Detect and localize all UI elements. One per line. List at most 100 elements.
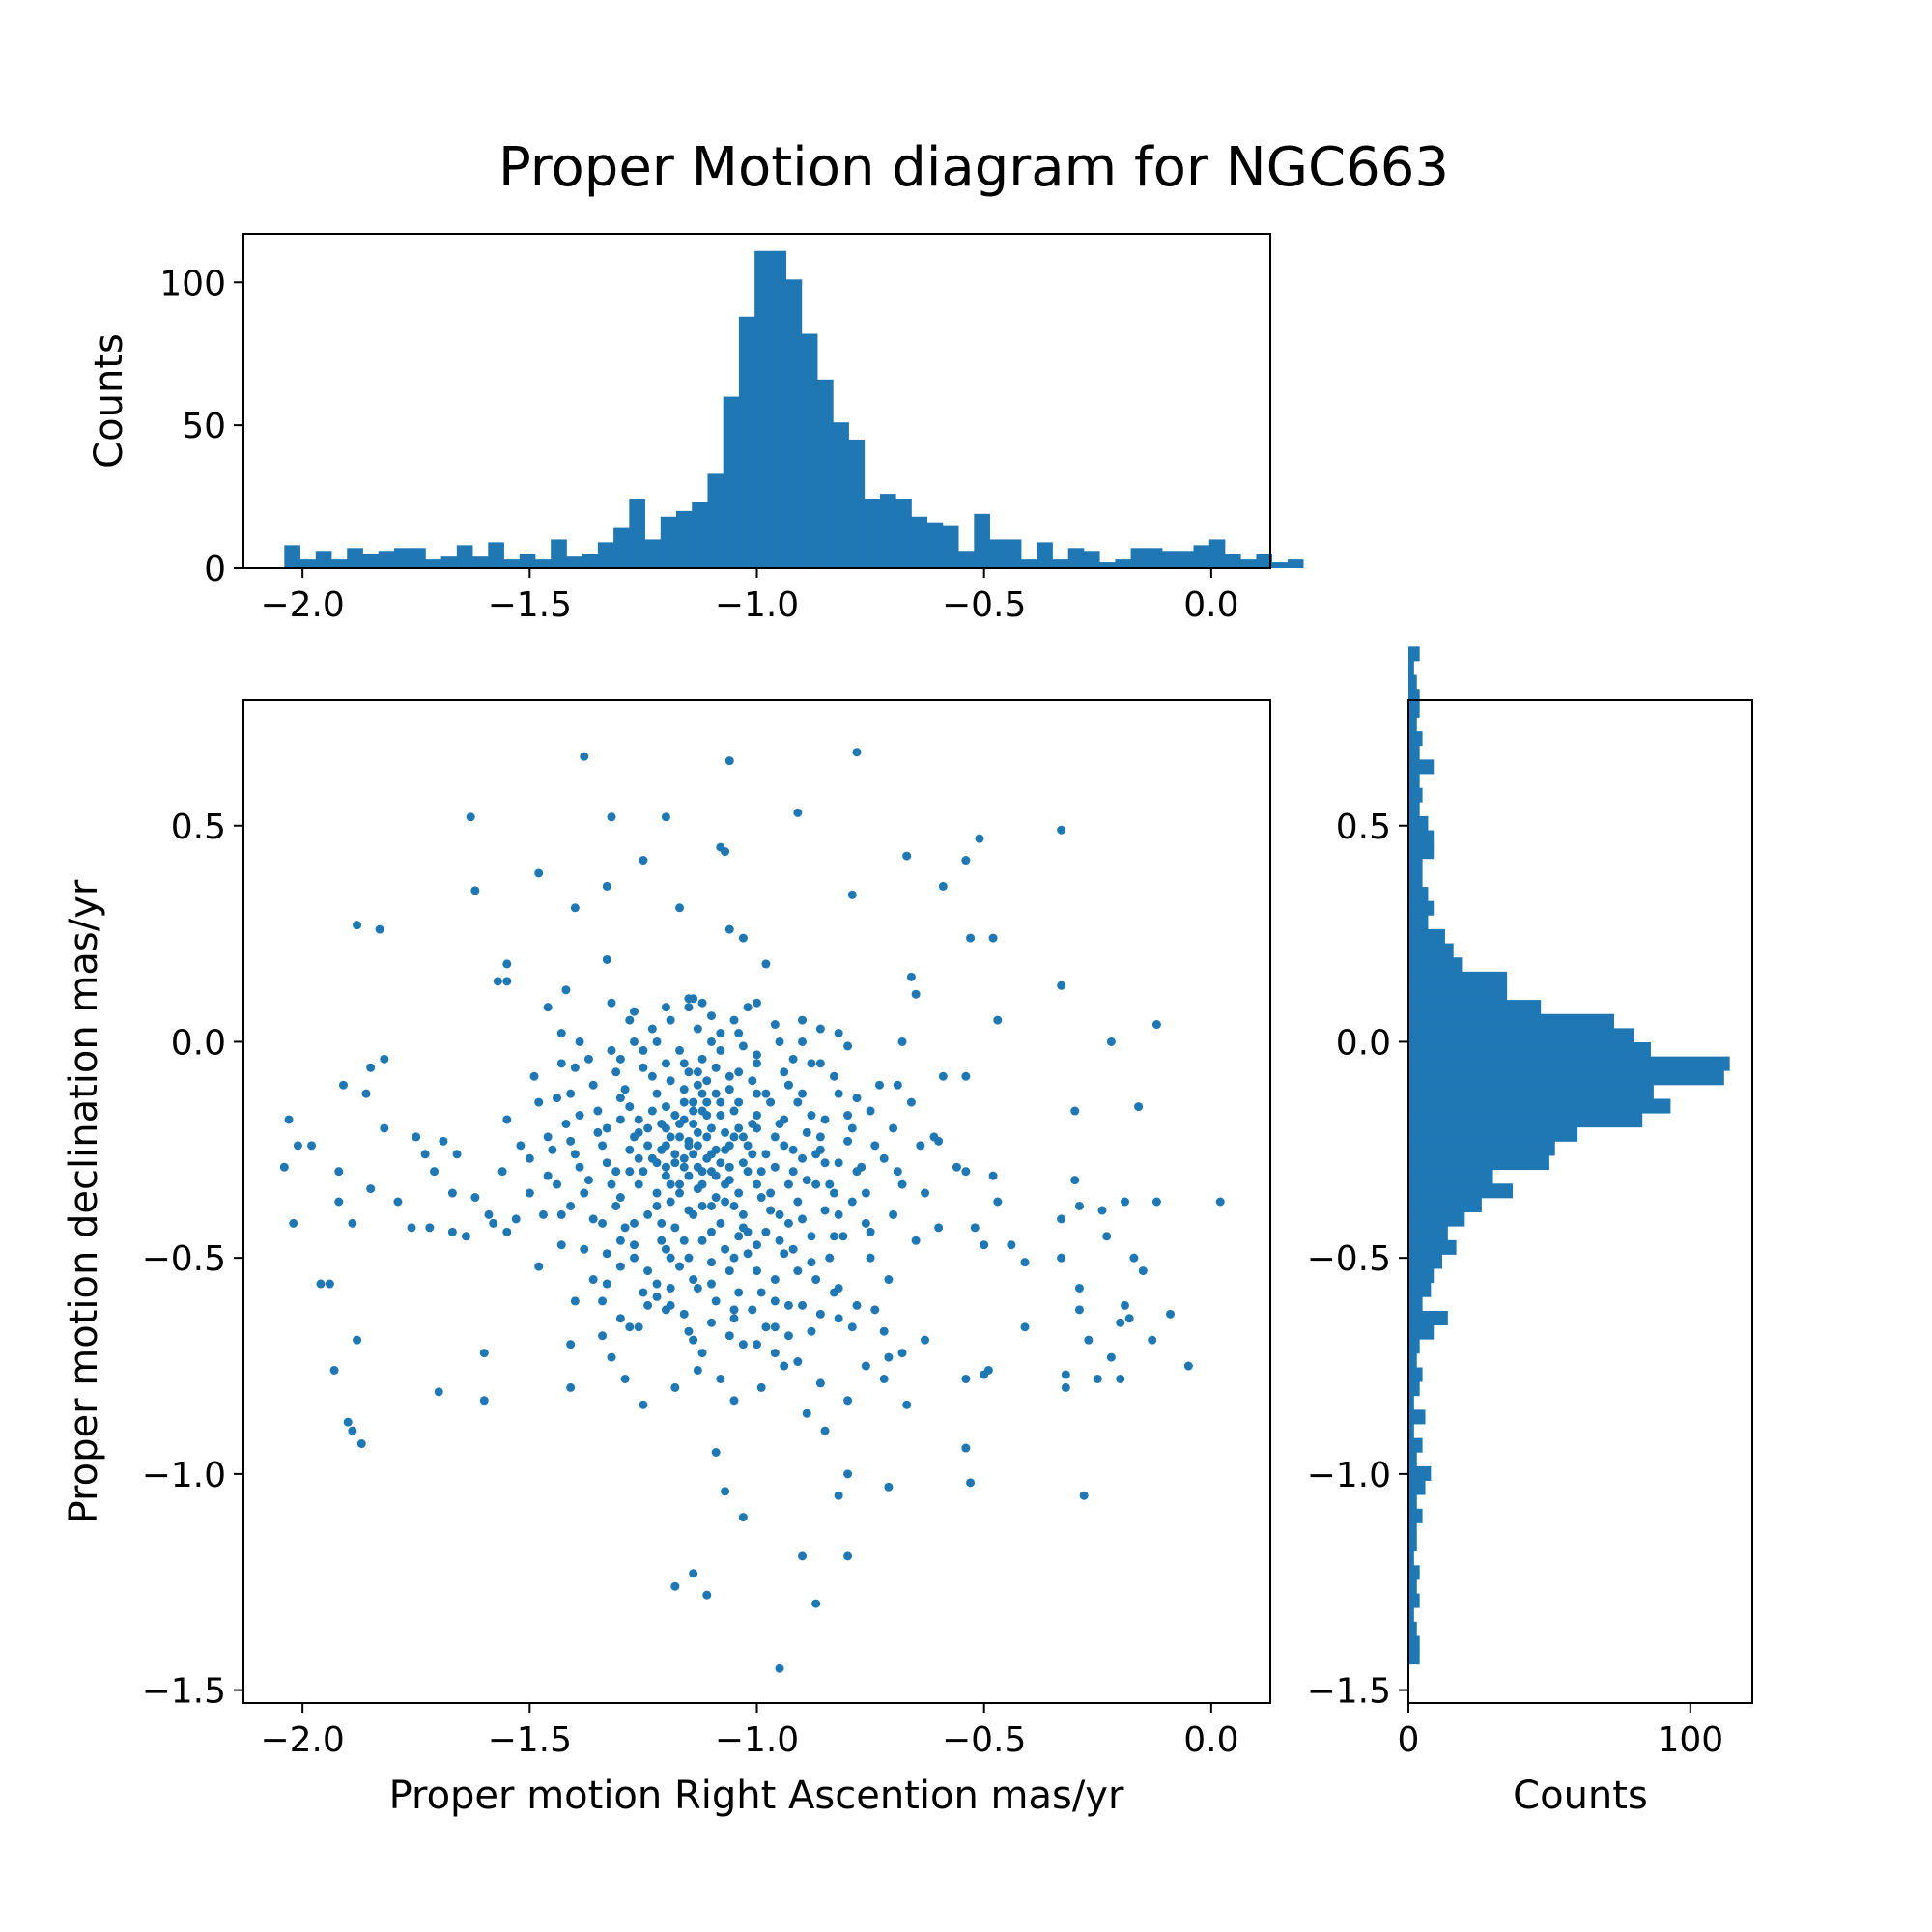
histogram-bar — [1099, 562, 1116, 568]
scatter-point — [775, 1236, 784, 1245]
histogram-bar — [754, 250, 771, 568]
scatter-point — [479, 1396, 489, 1406]
scatter-point — [679, 1236, 689, 1245]
scatter-ylabel: Proper motion declination mas/yr — [62, 879, 106, 1523]
y-tick-label: 50 — [182, 407, 226, 446]
histogram-bar — [1408, 689, 1420, 704]
scatter-point — [607, 998, 616, 1008]
y-tick-label: 100 — [159, 264, 226, 303]
scatter-point — [756, 1288, 766, 1297]
scatter-point — [721, 847, 730, 857]
scatter-point — [693, 1283, 702, 1293]
histogram-bar — [1115, 559, 1132, 568]
scatter-point — [716, 1374, 725, 1383]
scatter-point — [793, 1097, 803, 1107]
scatter-point — [511, 1214, 521, 1224]
y-tick-label: −0.5 — [1307, 1239, 1391, 1279]
scatter-point — [583, 1054, 593, 1064]
scatter-point — [657, 1218, 667, 1228]
scatter-point — [679, 1162, 689, 1172]
scatter-point — [753, 1050, 761, 1060]
scatter-point — [484, 1209, 494, 1219]
top-histogram-bars — [284, 250, 1304, 568]
scatter-point — [697, 998, 707, 1008]
scatter-point — [602, 1123, 611, 1133]
scatter-point — [575, 1037, 584, 1046]
scatter-point — [1106, 1352, 1116, 1362]
scatter-point — [798, 1037, 808, 1046]
scatter-point — [643, 1141, 653, 1151]
scatter-point — [852, 1300, 862, 1310]
scatter-point — [770, 1322, 780, 1332]
scatter-point — [620, 1085, 630, 1094]
scatter-point — [815, 1132, 825, 1142]
scatter-point — [1020, 1258, 1030, 1267]
scatter-point — [666, 1076, 675, 1086]
scatter-point — [639, 1167, 648, 1177]
x-tick-label: −1.5 — [488, 585, 572, 625]
scatter-point — [961, 1443, 971, 1453]
scatter-point — [670, 1150, 680, 1159]
scatter-point — [693, 1024, 702, 1034]
histogram-bar — [1271, 562, 1289, 568]
scatter-point — [706, 1279, 716, 1289]
scatter-point — [993, 1197, 1003, 1207]
scatter-point — [820, 1158, 830, 1168]
scatter-point — [661, 1305, 670, 1315]
scatter-point — [670, 1158, 680, 1168]
histogram-bar — [1083, 551, 1100, 568]
scatter-point — [598, 1296, 608, 1306]
top-histogram-ticks: −2.0 −1.5 −1.0 −0.5 0.0 0 50 100 — [159, 264, 1238, 625]
histogram-bar — [1130, 548, 1148, 568]
histogram-bar — [785, 279, 803, 568]
scatter-point — [689, 1097, 698, 1107]
scatter-point — [834, 1158, 843, 1168]
scatter-point — [1148, 1335, 1157, 1345]
scatter-point — [661, 1162, 670, 1172]
histogram-bar — [1408, 1395, 1414, 1410]
scatter-point — [1106, 1037, 1116, 1046]
scatter-point — [884, 1352, 894, 1362]
histogram-bar — [1408, 1522, 1417, 1538]
scatter-point — [783, 1080, 793, 1090]
scatter-point — [593, 1127, 603, 1137]
scatter-point — [761, 959, 771, 969]
scatter-point — [734, 1067, 744, 1077]
histogram-bar — [1408, 1465, 1432, 1481]
scatter-point — [716, 1111, 725, 1121]
scatter-point — [780, 1361, 789, 1371]
scatter-point — [879, 1153, 889, 1163]
histogram-bar — [1408, 646, 1420, 662]
scatter-point — [743, 1249, 753, 1259]
scatter-point — [556, 1209, 566, 1219]
scatter-point — [525, 1188, 534, 1198]
y-tick-label: −1.5 — [142, 1672, 226, 1712]
scatter-point — [825, 1253, 835, 1263]
scatter-point — [729, 1305, 739, 1315]
scatter-point — [647, 1153, 657, 1163]
scatter-point — [675, 1262, 685, 1271]
scatter-point — [724, 1141, 734, 1151]
histogram-bar — [1408, 1084, 1654, 1099]
scatter-point — [697, 1236, 707, 1245]
scatter-point — [897, 1179, 907, 1189]
histogram-bar — [1408, 1013, 1615, 1029]
top-histogram-frame — [242, 233, 1271, 569]
scatter-point — [911, 1236, 921, 1245]
scatter-point — [753, 1089, 761, 1098]
histogram-bar — [425, 559, 442, 568]
scatter-point — [615, 1236, 625, 1245]
scatter-point — [775, 1209, 784, 1219]
histogram-bar — [864, 499, 881, 568]
scatter-point — [634, 1179, 643, 1189]
scatter-point — [461, 1232, 470, 1241]
scatter-point — [938, 881, 948, 891]
scatter-point — [583, 1176, 593, 1185]
scatter-point — [647, 1071, 657, 1081]
scatter-point — [798, 1015, 808, 1025]
histogram-bar — [315, 551, 332, 568]
scatter-point — [620, 1374, 630, 1383]
scatter-point — [793, 1266, 803, 1276]
scatter-point — [743, 1167, 753, 1177]
scatter-point — [724, 1176, 734, 1185]
